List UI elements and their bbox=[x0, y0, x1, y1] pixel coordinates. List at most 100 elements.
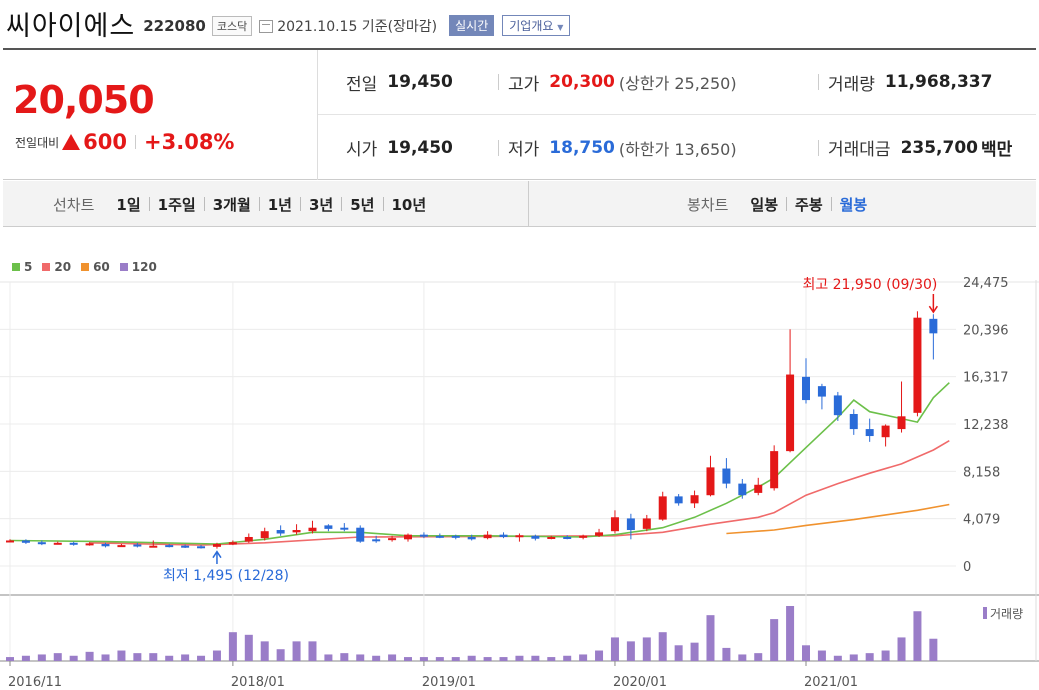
y-tick-label: 20,396 bbox=[963, 323, 1009, 338]
price-summary: 20,050 전일대비 600 +3.08% 전일 19,450 고가 20,300… bbox=[3, 48, 1036, 180]
volume-bar bbox=[69, 655, 78, 661]
legend-label: 5 bbox=[24, 260, 33, 274]
volume-bar bbox=[372, 655, 381, 661]
volume-bar bbox=[21, 655, 30, 661]
candle-body bbox=[404, 534, 412, 540]
price-change: 전일대비 600 +3.08% bbox=[15, 130, 234, 154]
candle-body bbox=[324, 525, 333, 529]
amount-value: 235,700 bbox=[900, 137, 978, 158]
volume-bar bbox=[53, 653, 62, 661]
candle-body bbox=[674, 496, 683, 504]
volume-bar bbox=[244, 634, 253, 661]
candle-body bbox=[197, 546, 206, 549]
candle-body bbox=[897, 416, 906, 430]
volume-bar bbox=[197, 655, 206, 661]
volume-bar bbox=[881, 650, 890, 661]
volume-bar bbox=[483, 657, 492, 661]
candle-body bbox=[435, 535, 444, 538]
legend-swatch bbox=[42, 263, 51, 271]
volume-bar bbox=[722, 647, 731, 661]
calendar-icon bbox=[259, 19, 274, 33]
volume-bar bbox=[340, 653, 349, 661]
y-tick-label: 16,317 bbox=[963, 371, 1009, 386]
candle-body bbox=[658, 496, 667, 520]
volume-bar bbox=[817, 650, 826, 661]
volume-bar bbox=[467, 655, 476, 661]
volume-bar bbox=[292, 641, 301, 661]
volume-bar bbox=[802, 645, 810, 661]
candle-body bbox=[356, 527, 365, 542]
x-tick-label: 2019/01 bbox=[422, 675, 476, 690]
legend-swatch bbox=[119, 263, 128, 271]
tab-line-3[interactable]: 1년 bbox=[267, 195, 292, 214]
candle-body bbox=[579, 535, 588, 538]
candle-body bbox=[340, 527, 349, 530]
volume-bar bbox=[260, 641, 269, 661]
legend-label: 60 bbox=[93, 260, 110, 274]
volume-bar bbox=[738, 654, 747, 661]
ma5-line bbox=[9, 382, 950, 545]
candle-body bbox=[260, 531, 269, 539]
candle-body bbox=[69, 542, 78, 545]
base-date: 2021.10.15 기준(장마감) bbox=[277, 18, 438, 35]
high-arrow-head bbox=[928, 305, 938, 314]
tab-line-4[interactable]: 3년 bbox=[309, 195, 334, 214]
volume-value: 11,968,337 bbox=[884, 72, 993, 92]
volume-bar bbox=[579, 654, 588, 661]
volume-bar bbox=[658, 632, 667, 661]
volume-bar bbox=[149, 653, 158, 661]
volume-bar bbox=[690, 642, 699, 661]
volume-bar bbox=[913, 611, 922, 661]
volume-bar bbox=[929, 638, 938, 661]
candle-body bbox=[483, 534, 492, 539]
x-tick-label: 2018/01 bbox=[231, 675, 285, 690]
volume-bar bbox=[324, 654, 333, 661]
tab-line-2[interactable]: 3개월 bbox=[212, 195, 251, 214]
candle-body bbox=[149, 545, 158, 548]
y-tick-label: 12,238 bbox=[963, 418, 1009, 433]
change-value: 600 bbox=[83, 130, 128, 154]
volume-bar bbox=[404, 657, 412, 661]
realtime-button[interactable]: 실시간 bbox=[449, 15, 495, 36]
volume-bar bbox=[786, 606, 795, 661]
candle-body bbox=[165, 545, 174, 548]
tab-line-1[interactable]: 1주일 bbox=[157, 195, 196, 214]
volume-bar bbox=[181, 654, 190, 661]
candle-body bbox=[563, 536, 572, 539]
volume-bar bbox=[388, 654, 397, 661]
tab-candle-0[interactable]: 일봉 bbox=[750, 195, 779, 214]
tab-line-5[interactable]: 5년 bbox=[350, 195, 375, 214]
tab-line-0[interactable]: 1일 bbox=[116, 195, 141, 214]
candle-body bbox=[276, 530, 285, 534]
y-tick-label: 8,158 bbox=[963, 465, 1000, 480]
candle-body bbox=[117, 545, 126, 548]
candle-body bbox=[499, 534, 508, 537]
volume-bar bbox=[610, 637, 619, 661]
legend-item-5: 5 bbox=[12, 260, 32, 274]
tab-line-6[interactable]: 10년 bbox=[391, 195, 427, 214]
current-price-panel: 20,050 전일대비 600 +3.08% bbox=[3, 50, 318, 180]
volume-bar bbox=[6, 657, 14, 661]
candle-body bbox=[610, 517, 619, 532]
volume-bar bbox=[212, 650, 221, 661]
company-overview-button[interactable]: 기업개요 ▼ bbox=[502, 15, 571, 36]
current-price: 20,050 bbox=[13, 78, 155, 122]
volume-bar bbox=[626, 641, 635, 661]
line-chart-label: 선차트 bbox=[53, 195, 95, 214]
volume-label: 거래량 bbox=[828, 74, 875, 95]
low-value: 18,750 bbox=[549, 137, 615, 158]
legend-swatch bbox=[81, 263, 90, 271]
tab-candle-2[interactable]: 월봉 bbox=[839, 195, 868, 214]
candle-body bbox=[451, 535, 460, 538]
candle-body bbox=[595, 532, 604, 536]
lower-limit: (하한가 13,650) bbox=[618, 139, 737, 159]
high-value: 20,300 bbox=[549, 72, 615, 92]
candle-body bbox=[228, 542, 237, 545]
candle-body bbox=[738, 483, 747, 496]
volume-bar bbox=[419, 657, 428, 661]
candle-body bbox=[181, 545, 190, 548]
volume-bar bbox=[165, 655, 174, 661]
chart-tabs: 선차트 1일 1주일 3개월 1년 3년 5년 10년 봉차트 일봉 주봉 월봉 bbox=[3, 181, 1036, 227]
tab-candle-1[interactable]: 주봉 bbox=[795, 195, 823, 214]
candle-body bbox=[865, 429, 874, 437]
